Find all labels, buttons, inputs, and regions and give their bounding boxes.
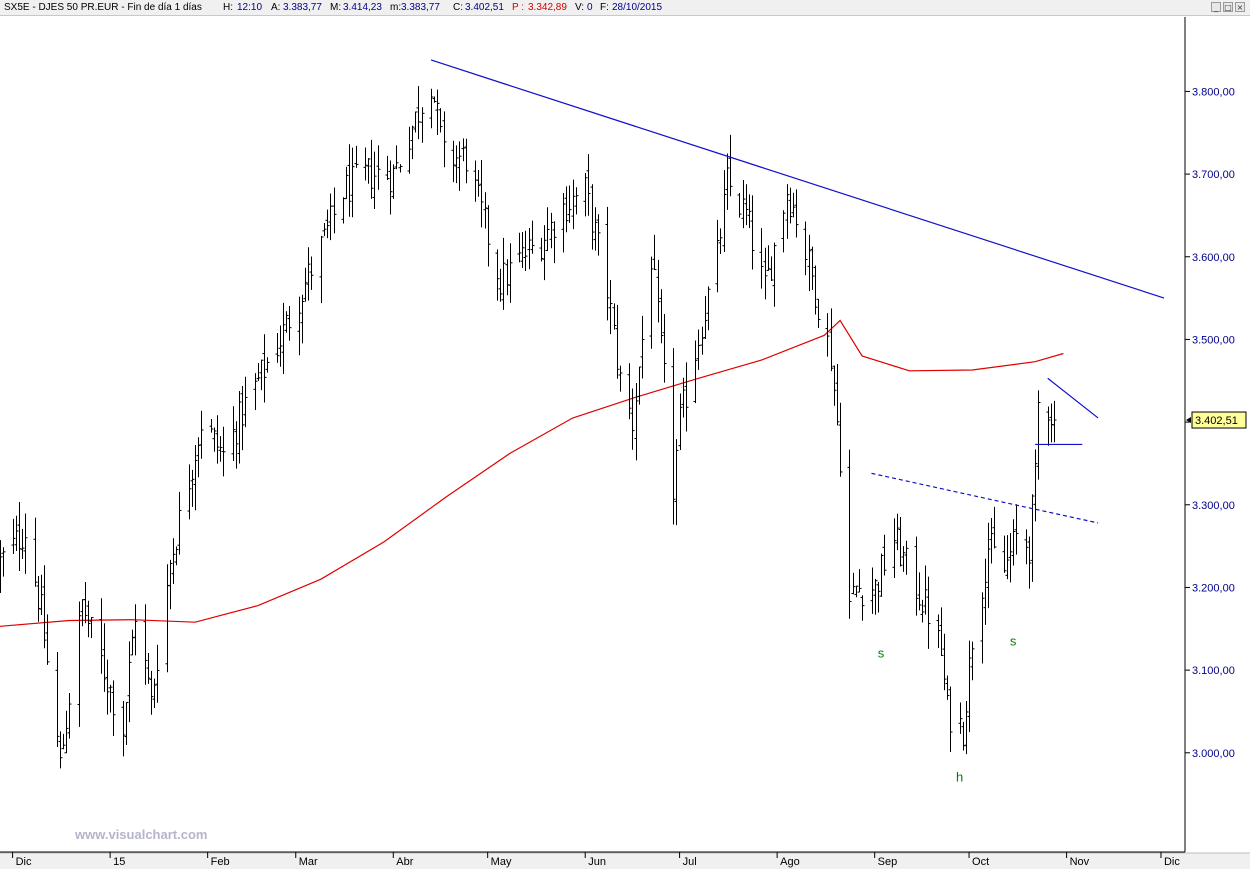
- hour-value: 12:10: [237, 2, 263, 13]
- low-label: m:: [390, 2, 402, 13]
- price-tick-label: 3.200,00: [1192, 582, 1235, 594]
- volume-label: V:: [575, 2, 585, 13]
- date-value: 28/10/2015: [612, 2, 663, 13]
- pattern-labels-layer: s h s: [878, 633, 1017, 784]
- low-value: 3.383,77: [401, 2, 440, 13]
- time-tick-label: 15: [113, 856, 125, 868]
- time-tick-label: Mar: [299, 856, 318, 868]
- trendline-resistance[interactable]: [430, 59, 1165, 299]
- time-tick-label: Feb: [211, 856, 230, 868]
- watermark: www.visualchart.com: [74, 827, 207, 842]
- trendline-pennant-upper[interactable]: [1047, 377, 1099, 419]
- price-tick-label: 3.600,00: [1192, 252, 1235, 264]
- pattern-label: s: [1010, 633, 1017, 648]
- open-value: 3.383,77: [283, 2, 322, 13]
- time-tick-label: Jul: [683, 856, 697, 868]
- time-tick-label: Ago: [780, 856, 800, 868]
- last-price-layer: 3.402,51: [1186, 411, 1247, 429]
- close-value: 3.402,51: [465, 2, 504, 13]
- last-price-box: [1191, 411, 1247, 429]
- price-tick-label: 3.800,00: [1192, 86, 1235, 98]
- time-tick-label: Jun: [588, 856, 606, 868]
- open-label: A:: [271, 2, 281, 13]
- previous-label: P :: [512, 2, 525, 13]
- price-axis-panel: [1183, 17, 1250, 852]
- price-tick-label: 3.100,00: [1192, 665, 1235, 677]
- price-tick-label: 3.000,00: [1192, 748, 1235, 760]
- date-label: F:: [600, 2, 609, 13]
- time-ticks-layer: Dic 15 Feb Mar Abr May Jun Jul Ago Sep Oct Nov Dic: [12, 852, 1180, 868]
- pattern-label: s: [878, 646, 885, 661]
- time-tick-label: Dic: [1164, 856, 1180, 868]
- close-label: C:: [453, 2, 463, 13]
- high-value: 3.414,23: [343, 2, 382, 13]
- volume-value: 0: [587, 2, 593, 13]
- price-tick-label: 3.700,00: [1192, 169, 1235, 181]
- time-tick-label: Sep: [878, 856, 898, 868]
- moving-average-line: [0, 319, 1064, 627]
- maximize-icon[interactable]: □: [1223, 2, 1233, 12]
- price-tick-label: 3.300,00: [1192, 500, 1235, 512]
- price-tick-label: 3.500,00: [1192, 334, 1235, 346]
- time-axis-panel: [0, 853, 1250, 869]
- time-tick-label: Nov: [1070, 856, 1090, 868]
- pattern-label: h: [956, 770, 963, 785]
- chart-header-bar: SX5E - DJES 50 PR.EUR - Fin de día 1 día…: [0, 0, 1250, 16]
- symbol-description: SX5E - DJES 50 PR.EUR - Fin de día 1 día…: [4, 2, 202, 13]
- minimize-icon[interactable]: _: [1211, 2, 1221, 12]
- close-icon[interactable]: ×: [1235, 2, 1245, 12]
- previous-value: 3.342,89: [528, 2, 567, 13]
- trendlines-layer: [430, 59, 1165, 524]
- price-bars-layer: [0, 86, 1057, 769]
- time-tick-label: Dic: [16, 856, 32, 868]
- last-price-label: 3.402,51: [1195, 415, 1238, 427]
- last-price-marker: [1186, 417, 1191, 424]
- high-label: M:: [330, 2, 342, 13]
- time-tick-label: Abr: [396, 856, 413, 868]
- time-tick-label: Oct: [972, 856, 989, 868]
- trendline-neckline[interactable]: [871, 472, 1099, 524]
- time-tick-label: May: [491, 856, 512, 868]
- moving-average-layer: [0, 319, 1064, 627]
- hour-label: H:: [223, 2, 233, 13]
